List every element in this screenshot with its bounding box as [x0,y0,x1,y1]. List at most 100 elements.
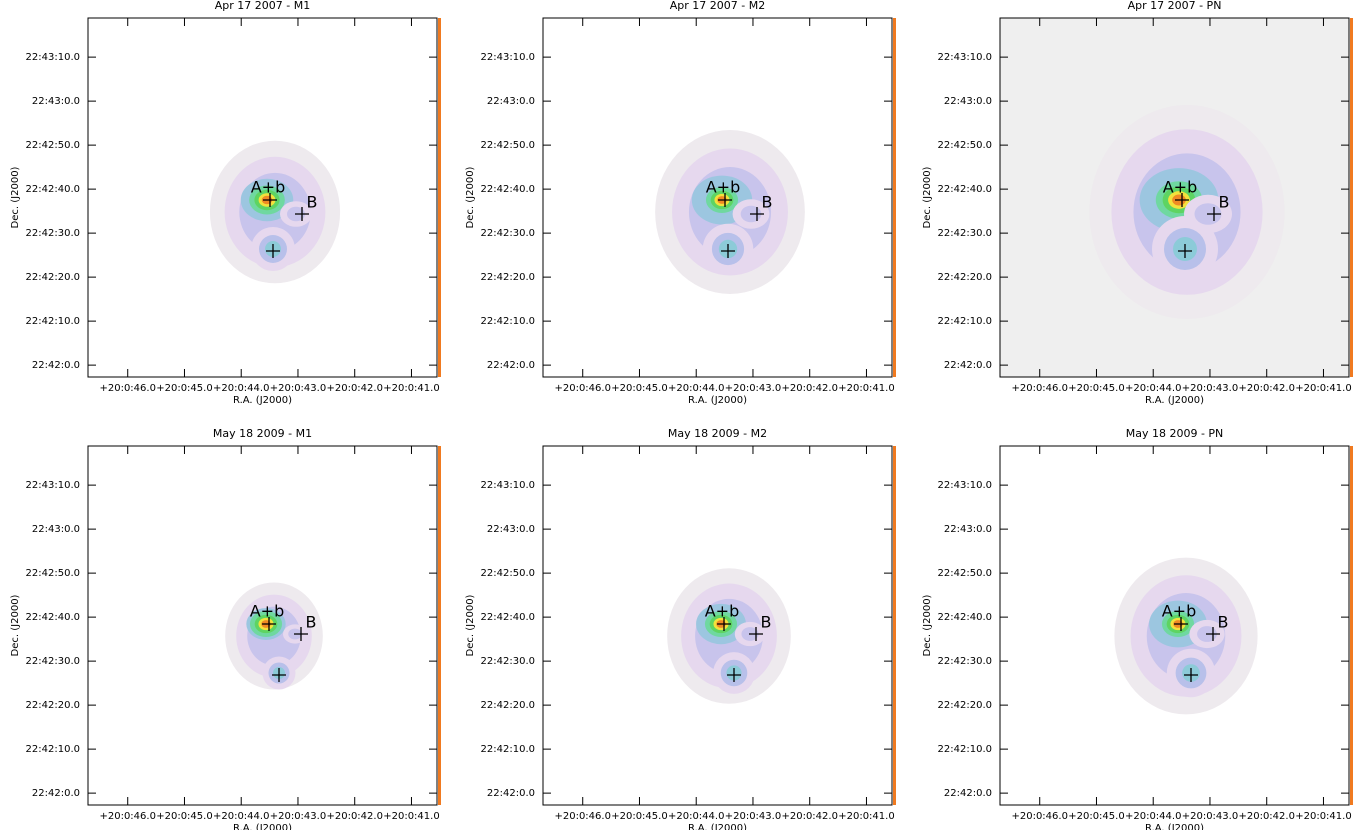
x-tick-label: +20:0:45.0 [611,383,667,394]
panel-title: May 18 2009 - PN [1126,427,1224,440]
y-tick-label: 22:42:0.0 [32,360,80,371]
y-tick-label: 22:42:40.0 [481,184,535,195]
y-axis-label: Dec. (J2000) [922,594,933,656]
x-tick-label: +20:0:43.0 [270,811,326,822]
x-tick-label: +20:0:44.0 [668,383,724,394]
x-tick-label: +20:0:42.0 [326,383,382,394]
y-tick-label: 22:43:0.0 [487,96,535,107]
y-tick-label: 22:42:30.0 [26,656,80,667]
x-axis-label: R.A. (J2000) [688,395,747,406]
y-tick-label: 22:42:50.0 [938,568,992,579]
x-tick-label: +20:0:43.0 [270,383,326,394]
x-tick-label: +20:0:45.0 [1068,811,1124,822]
y-axis-label: Dec. (J2000) [10,166,21,228]
color-bar [438,446,441,805]
x-tick-label: +20:0:42.0 [326,811,382,822]
annotation: B [1219,193,1230,212]
x-tick-label: +20:0:43.0 [1182,383,1238,394]
y-tick-label: 22:43:0.0 [944,96,992,107]
color-bar [1350,446,1353,805]
y-tick-label: 22:43:0.0 [944,524,992,535]
x-tick-label: +20:0:42.0 [1238,811,1294,822]
annotation: A+b [1163,178,1198,197]
x-tick-label: +20:0:44.0 [668,811,724,822]
x-axis-label: R.A. (J2000) [1145,395,1204,406]
color-bar [893,18,896,377]
y-tick-label: 22:43:10.0 [481,480,535,491]
x-tick-label: +20:0:41.0 [1295,383,1351,394]
x-axis-label: R.A. (J2000) [233,823,292,830]
x-tick-label: +20:0:42.0 [781,383,837,394]
annotation: A+b [250,602,285,621]
x-tick-label: +20:0:45.0 [1068,383,1124,394]
annotation: A+b [1162,602,1197,621]
y-tick-label: 22:42:20.0 [481,700,535,711]
panel-title: Apr 17 2007 - PN [1128,0,1222,12]
color-bar [438,18,441,377]
y-tick-label: 22:42:40.0 [26,184,80,195]
y-tick-label: 22:42:30.0 [938,228,992,239]
annotation: A+b [706,178,741,197]
x-axis-label: R.A. (J2000) [1145,823,1204,830]
y-tick-label: 22:42:10.0 [938,744,992,755]
y-tick-label: 22:43:10.0 [26,480,80,491]
x-tick-label: +20:0:45.0 [156,383,212,394]
x-tick-label: +20:0:41.0 [1295,811,1351,822]
x-tick-label: +20:0:43.0 [725,811,781,822]
y-tick-label: 22:42:50.0 [26,568,80,579]
y-tick-label: 22:42:50.0 [481,568,535,579]
y-tick-label: 22:43:0.0 [487,524,535,535]
x-tick-label: +20:0:41.0 [838,383,894,394]
x-tick-label: +20:0:43.0 [1182,811,1238,822]
y-tick-label: 22:42:0.0 [944,360,992,371]
y-tick-label: 22:42:30.0 [26,228,80,239]
x-tick-label: +20:0:42.0 [781,811,837,822]
panel: A+bBApr 17 2007 - PNR.A. (J2000)Dec. (J2… [922,0,1353,406]
y-tick-label: 22:42:0.0 [32,788,80,799]
y-tick-label: 22:43:10.0 [938,480,992,491]
x-axis-label: R.A. (J2000) [688,823,747,830]
annotation: A+b [251,178,286,197]
y-tick-label: 22:43:10.0 [938,52,992,63]
y-tick-label: 22:42:0.0 [487,360,535,371]
panel-title: Apr 17 2007 - M2 [670,0,765,12]
panel-title: May 18 2009 - M2 [668,427,767,440]
x-tick-label: +20:0:41.0 [383,811,439,822]
y-tick-label: 22:43:10.0 [481,52,535,63]
annotation: B [306,613,317,632]
y-tick-label: 22:42:30.0 [938,656,992,667]
x-tick-label: +20:0:46.0 [99,811,155,822]
color-bar [893,446,896,805]
annotation: B [761,613,772,632]
y-tick-label: 22:42:10.0 [26,316,80,327]
panel: A+b B May 18 2009 - PN R.A. (J2000) Dec. (J2… [922,427,1353,830]
y-tick-label: 22:42:0.0 [944,788,992,799]
y-tick-label: 22:42:10.0 [481,316,535,327]
y-axis-label: Dec. (J2000) [10,594,21,656]
y-tick-label: 22:42:0.0 [487,788,535,799]
y-tick-label: 22:42:40.0 [938,184,992,195]
annotation: B [1218,613,1229,632]
y-tick-label: 22:42:20.0 [26,272,80,283]
y-tick-label: 22:42:50.0 [938,140,992,151]
panel: A+b B May 18 2009 - M1 R.A. (J2000) Dec. (J2… [10,427,441,830]
x-tick-label: +20:0:46.0 [554,383,610,394]
x-tick-label: +20:0:41.0 [838,811,894,822]
x-tick-label: +20:0:45.0 [611,811,667,822]
y-tick-label: 22:42:40.0 [481,612,535,623]
x-tick-label: +20:0:41.0 [383,383,439,394]
panel-title: May 18 2009 - M1 [213,427,312,440]
x-axis-label: R.A. (J2000) [233,395,292,406]
y-tick-label: 22:42:40.0 [26,612,80,623]
y-tick-label: 22:43:0.0 [32,96,80,107]
y-tick-label: 22:42:10.0 [481,744,535,755]
y-tick-label: 22:42:30.0 [481,228,535,239]
x-tick-label: +20:0:44.0 [1125,811,1181,822]
x-tick-label: +20:0:44.0 [1125,383,1181,394]
y-tick-label: 22:42:40.0 [938,612,992,623]
figure: A+bBApr 17 2007 - M1R.A. (J2000)Dec. (J2… [0,0,1363,830]
y-axis-label: Dec. (J2000) [465,166,476,228]
y-tick-label: 22:42:30.0 [481,656,535,667]
y-tick-label: 22:42:20.0 [938,272,992,283]
y-tick-label: 22:42:50.0 [481,140,535,151]
